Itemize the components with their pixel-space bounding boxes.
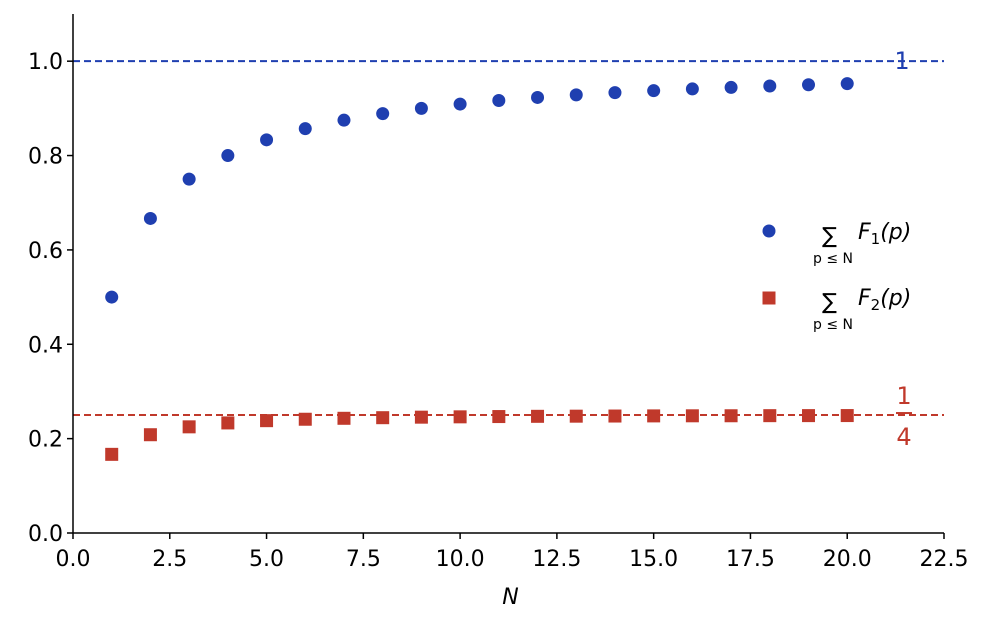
legend-f2-arg: (p) (880, 286, 911, 311)
data-point-circle (376, 107, 390, 121)
data-point-square (763, 409, 777, 423)
data-point-circle (840, 77, 854, 91)
y-tick-label: 0.6 (28, 239, 63, 264)
data-point-square (569, 409, 583, 423)
data-point-circle (685, 82, 699, 96)
x-tick-label: 0.0 (56, 547, 91, 572)
y-tick-label: 0.8 (28, 145, 63, 170)
legend-sum-symbol: ∑ (822, 224, 837, 249)
data-point-circle (802, 78, 816, 92)
data-point-square (685, 409, 699, 423)
legend-f1-arg: (p) (880, 220, 911, 245)
legend-label-f2: F2(p) (858, 286, 911, 314)
legend-marker-square (762, 291, 776, 305)
ref-label-quarter-denominator: 4 (896, 423, 911, 451)
ref-label-quarter-numerator: 1 (896, 382, 911, 410)
data-point-square (298, 412, 312, 426)
legend-f2-main: F (858, 286, 871, 311)
legend-sum-symbol: ∑ (822, 290, 837, 315)
reference-annotations: 1 1 4 (894, 47, 912, 451)
x-tick-label: 2.5 (152, 547, 187, 572)
data-point-square (105, 447, 119, 461)
y-tick-label: 0.2 (28, 428, 63, 453)
data-point-square (492, 410, 506, 424)
axes (72, 14, 944, 534)
data-point-square (221, 416, 235, 430)
data-point-square (802, 409, 816, 423)
data-point-square (260, 414, 274, 428)
data-point-circle (143, 211, 157, 225)
x-tick-label: 5.0 (249, 547, 284, 572)
data-point-circle (453, 97, 467, 111)
data-point-square (840, 409, 854, 423)
data-point-circle (298, 122, 312, 136)
data-point-circle (608, 86, 622, 100)
x-ticks: 0.0 2.5 5.0 7.5 10.0 12.5 15.0 17.5 20.0 22.5 (56, 533, 969, 572)
data-point-square (453, 410, 467, 424)
legend-f1-index: 1 (871, 230, 881, 248)
series-1 (105, 77, 854, 304)
legend-f1-main: F (858, 220, 871, 245)
x-tick-label: 7.5 (346, 547, 381, 572)
data-point-square (376, 411, 390, 425)
x-tick-label: 12.5 (532, 547, 581, 572)
data-point-circle (182, 172, 196, 186)
legend-sum-subscript: p ≤ N (813, 251, 853, 267)
x-tick-label: 15.0 (629, 547, 678, 572)
x-tick-label: 22.5 (920, 547, 969, 572)
data-point-square (724, 409, 738, 423)
x-tick-label: 17.5 (726, 547, 775, 572)
data-point-circle (221, 149, 235, 163)
data-point-circle (105, 290, 119, 304)
data-point-square (143, 428, 157, 442)
y-tick-label: 0.4 (28, 333, 63, 358)
data-point-square (414, 410, 428, 424)
series-2 (105, 409, 854, 461)
data-point-square (608, 409, 622, 423)
legend-label-f1: F1(p) (858, 220, 911, 248)
data-point-circle (492, 93, 506, 107)
y-tick-label: 1.0 (28, 50, 63, 75)
ref-label-one: 1 (894, 47, 909, 75)
legend: ∑ p ≤ N F1(p) ∑ p ≤ N F2(p) (762, 220, 911, 333)
data-point-circle (337, 113, 351, 127)
data-point-square (647, 409, 661, 423)
x-tick-label: 10.0 (436, 547, 485, 572)
legend-f2-index: 2 (871, 296, 881, 314)
data-point-square (531, 409, 545, 423)
data-point-circle (260, 133, 274, 147)
data-point-circle (531, 90, 545, 104)
y-ticks: 0.0 0.2 0.4 0.6 0.8 1.0 (28, 50, 73, 547)
data-point-circle (763, 79, 777, 93)
x-tick-label: 20.0 (823, 547, 872, 572)
data-point-circle (569, 88, 583, 102)
y-tick-label: 0.0 (28, 522, 63, 547)
data-point-circle (724, 80, 738, 94)
x-axis-label: N (502, 585, 518, 610)
data-point-circle (414, 101, 428, 115)
data-point-square (182, 420, 196, 434)
data-point-circle (647, 84, 661, 98)
data-series (105, 77, 854, 461)
data-point-square (337, 411, 351, 425)
legend-sum-subscript: p ≤ N (813, 317, 853, 333)
legend-marker-circle (762, 224, 776, 238)
reference-lines (73, 60, 944, 417)
